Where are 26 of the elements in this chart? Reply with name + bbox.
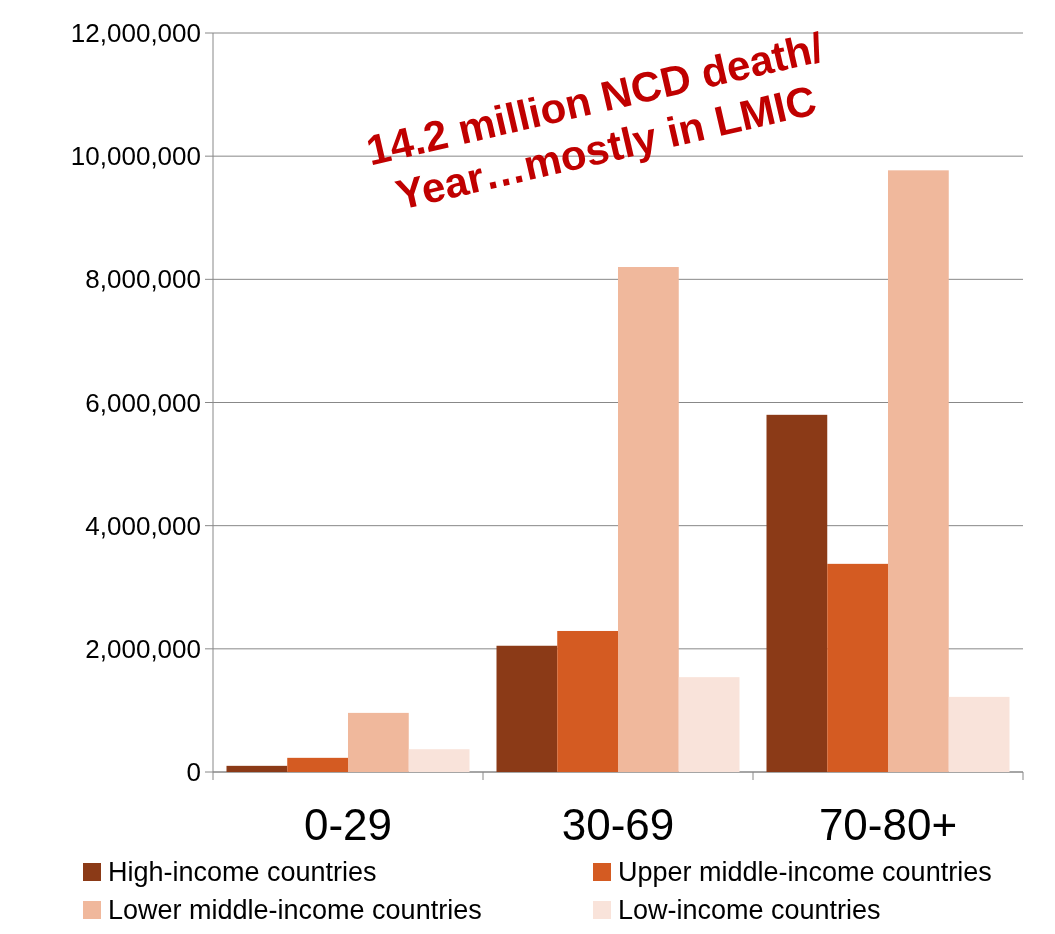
y-tick-label: 8,000,000 (85, 264, 201, 295)
bar (766, 414, 828, 772)
legend-label: Low-income countries (618, 895, 881, 926)
legend-label: High-income countries (108, 857, 377, 888)
x-tick-label: 30-69 (561, 800, 675, 849)
bar (496, 645, 558, 772)
bar (226, 765, 288, 772)
bar (678, 677, 740, 772)
bar (348, 712, 409, 772)
legend-label: Lower middle-income countries (108, 895, 482, 926)
y-tick-label: 6,000,000 (85, 387, 201, 418)
bar (287, 757, 348, 772)
bar (827, 563, 888, 772)
bar (408, 749, 470, 772)
bar (948, 696, 1010, 772)
y-tick-label: 4,000,000 (85, 510, 201, 541)
y-tick-label: 2,000,000 (85, 633, 201, 664)
y-tick-label: 12,000,000 (70, 18, 201, 49)
y-tick-label: 10,000,000 (70, 141, 201, 172)
bar (618, 267, 679, 772)
y-tick-label: 0 (186, 757, 201, 788)
x-tick-label: 0-29 (303, 800, 393, 849)
x-tick-label: 70-80+ (818, 800, 958, 849)
bar (888, 170, 949, 772)
bar (557, 630, 618, 772)
legend-label: Upper middle-income countries (618, 857, 992, 888)
